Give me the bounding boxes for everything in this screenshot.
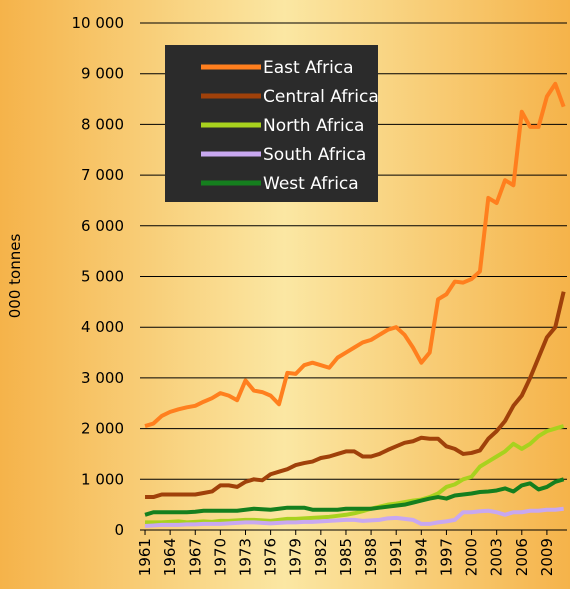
y-tick-label: 5 000 [81,268,124,286]
y-tick-label: 2 000 [81,420,124,438]
series-line [144,506,564,528]
y-axis-label: 000 tonnes [6,234,24,319]
y-tick-label: 10 000 [72,14,125,32]
x-tick-label: 1994 [412,538,430,576]
x-tick-label: 1997 [437,538,455,576]
x-tick-label: 1982 [312,538,330,576]
y-tick-label: 7 000 [81,166,124,184]
y-tick-label: 3 000 [81,369,124,387]
x-tick-label: 2009 [538,538,556,576]
legend-box [165,45,378,202]
x-tick-label: 2006 [513,538,531,576]
x-tick-label: 1967 [186,538,204,576]
x-tick-label: 1976 [262,538,280,576]
series-line [145,291,566,500]
x-tick-label: 1979 [287,538,305,576]
legend-label: Central Africa [263,87,379,107]
y-tick-label: 0 [114,521,124,539]
x-tick-label: 1964 [161,538,179,576]
legend-label: West Africa [263,174,359,194]
x-tick-label: 1991 [387,538,405,576]
y-tick-label: 9 000 [81,65,124,83]
x-tick-label: 2000 [463,538,481,576]
legend-label: North Africa [263,116,364,136]
x-tick-label: 1988 [362,538,380,576]
y-tick-label: 1 000 [81,470,124,488]
x-tick-label: 1961 [136,538,154,576]
y-tick-label: 4 000 [81,318,124,336]
series-line [145,424,565,525]
x-tick-label: 2003 [488,538,506,576]
y-tick-label: 6 000 [81,217,124,235]
series-line [144,81,566,428]
legend-label: South Africa [263,145,366,165]
x-tick-label: 1985 [337,538,355,576]
y-tick-label: 8 000 [81,115,124,133]
x-tick-label: 1973 [236,538,254,576]
series-line [144,477,565,517]
legend-label: East Africa [263,58,354,78]
x-tick-label: 1970 [211,538,229,576]
